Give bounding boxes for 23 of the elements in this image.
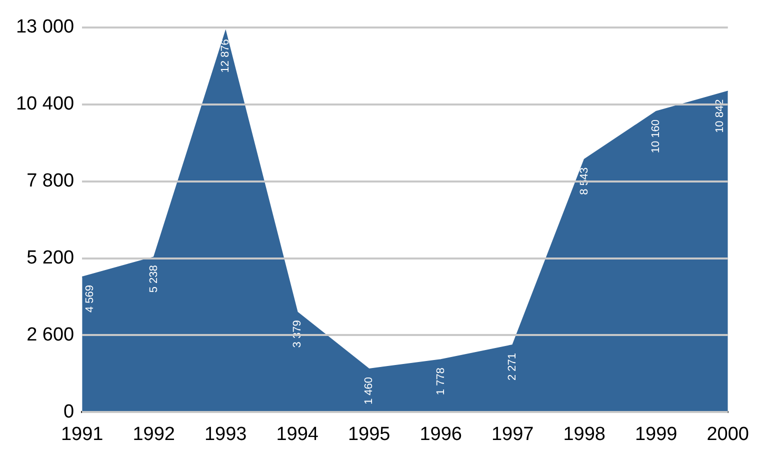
y-tick-label: 2 600 <box>26 324 74 346</box>
x-tick-label: 1993 <box>204 424 247 445</box>
y-tick-label: 10 400 <box>16 94 74 115</box>
data-label: 12 876 <box>220 39 232 73</box>
x-tick-label: 1994 <box>276 424 319 445</box>
data-label: 4 569 <box>84 284 96 312</box>
x-tick-label: 1991 <box>60 424 104 445</box>
x-tick-label: 1999 <box>634 424 678 445</box>
x-tick-label: 2000 <box>706 424 750 445</box>
data-label: 10 160 <box>650 119 662 154</box>
data-label: 2 271 <box>506 352 519 381</box>
y-tick-label: 7 800 <box>26 170 74 192</box>
data-label: 5 238 <box>148 265 160 293</box>
x-tick-label: 1998 <box>563 424 606 445</box>
x-tick-label: 1992 <box>132 424 176 445</box>
y-tick-label: 13 000 <box>16 16 74 38</box>
x-tick-label: 1997 <box>491 424 534 445</box>
y-tick-label: 5 200 <box>26 248 74 269</box>
data-label: 1 460 <box>363 376 376 405</box>
x-tick-label: 1995 <box>348 424 390 445</box>
y-tick-label: 0 <box>64 401 74 422</box>
x-tick-label: 1996 <box>420 424 462 445</box>
data-label: 1 778 <box>434 368 447 396</box>
